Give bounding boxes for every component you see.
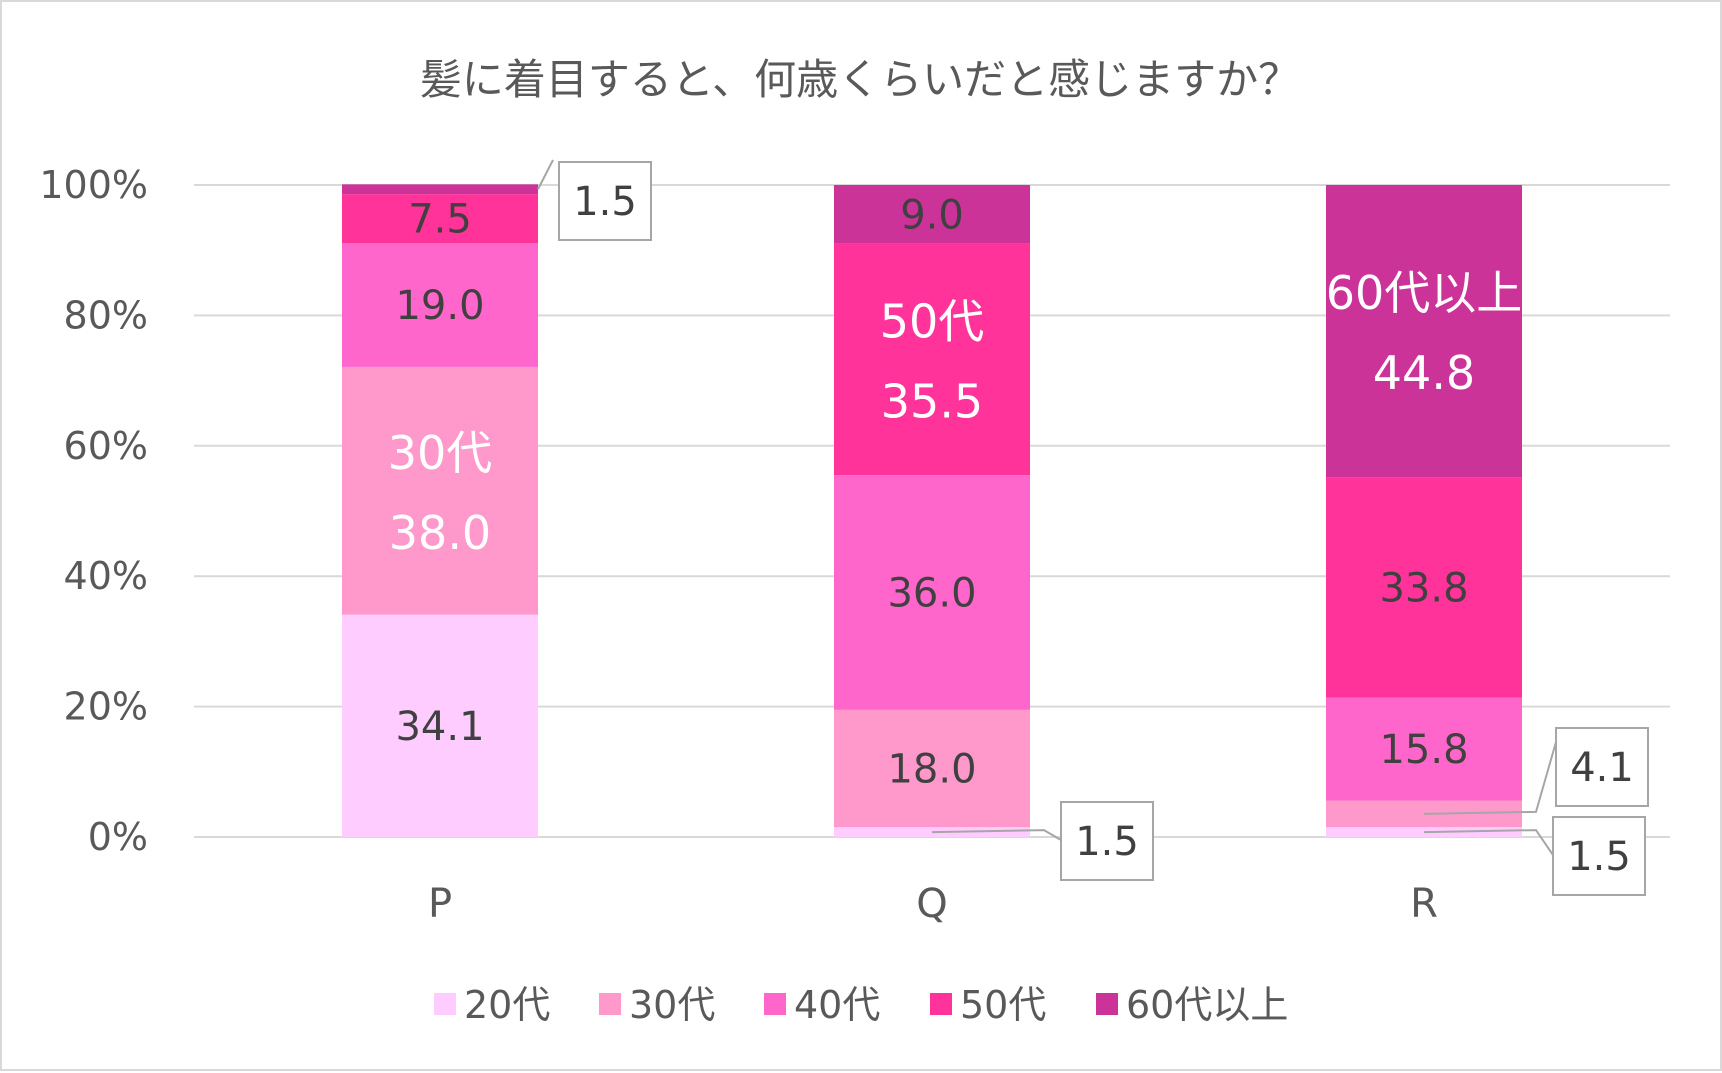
legend-swatch: [434, 993, 456, 1015]
data-label-P-series-4: 1.5: [573, 179, 637, 225]
legend-label: 40代: [794, 983, 880, 1027]
x-tick-label: Q: [916, 881, 947, 927]
bar-P-series-1: [342, 366, 538, 615]
series-name-label-P: 30代: [388, 426, 493, 480]
bar-R-series-2: [1326, 697, 1522, 801]
y-tick-label: 20%: [64, 685, 148, 729]
data-label-P-series-3: 7.5: [408, 197, 472, 243]
legend-label: 60代以上: [1126, 983, 1288, 1027]
x-tick-label: R: [1410, 881, 1438, 927]
data-label-P-series-2: 19.0: [395, 283, 484, 329]
callout-leader-line: [1423, 829, 1554, 856]
x-tick-label: P: [428, 881, 452, 927]
y-tick-label: 60%: [64, 424, 148, 468]
data-label-R-series-2: 15.8: [1379, 727, 1468, 773]
callout-leader-line: [1423, 741, 1557, 815]
x-axis-tick-labels: P Q R: [428, 881, 1438, 927]
callout-leader-line: [931, 829, 1062, 841]
bar-P-series-2: [342, 243, 538, 367]
y-tick-label: 40%: [64, 554, 148, 598]
data-labels: 34.1 30代 38.0 19.0 7.5 1.5 1.5 18.0 36.0 50代 35.5 9…: [388, 159, 1649, 896]
data-label-Q-series-2: 36.0: [887, 571, 976, 617]
data-label-R-series-0: 1.5: [1567, 834, 1631, 880]
legend-label: 20代: [464, 983, 550, 1027]
bars: [342, 184, 1522, 837]
legend-item: 40代: [764, 983, 880, 1027]
legend-item: 20代: [434, 983, 550, 1027]
series-name-label-R: 60代以上: [1326, 266, 1523, 320]
bar-P-series-3: [342, 194, 538, 244]
bar-Q-series-4: [834, 185, 1030, 244]
data-label-R-series-1: 4.1: [1570, 745, 1634, 791]
bar-Q-series-3: [834, 243, 1030, 476]
callout-box: [1555, 727, 1649, 807]
data-label-P-series-0: 34.1: [395, 704, 484, 750]
legend-item: 50代: [930, 983, 1046, 1027]
series-name-label-Q: 50代: [880, 294, 985, 348]
bar-R-series-3: [1326, 477, 1522, 698]
y-axis-tick-labels: 0% 20% 40% 60% 80% 100%: [39, 163, 148, 859]
bar-R-series-4: [1326, 185, 1522, 478]
data-label-R-series-3: 33.8: [1379, 565, 1468, 611]
legend: 20代 30代 40代 50代 60代以上: [434, 983, 1288, 1027]
legend-swatch: [930, 993, 952, 1015]
y-tick-label: 80%: [64, 293, 148, 337]
bar-P-series-0: [342, 614, 538, 837]
callout-box: [1060, 801, 1154, 881]
legend-item: 30代: [599, 983, 715, 1027]
legend-label: 30代: [629, 983, 715, 1027]
data-label-Q-series-1: 18.0: [887, 747, 976, 793]
bar-Q-series-1: [834, 709, 1030, 828]
legend-label: 50代: [960, 983, 1046, 1027]
y-tick-label: 100%: [39, 163, 148, 207]
data-label-Q-series-3: 35.5: [881, 374, 983, 428]
legend-item: 60代以上: [1096, 983, 1288, 1027]
data-label-P-series-1: 38.0: [389, 506, 491, 560]
legend-swatch: [599, 993, 621, 1015]
legend-swatch: [1096, 993, 1118, 1015]
bar-Q-series-2: [834, 475, 1030, 710]
data-label-R-series-4: 44.8: [1373, 346, 1475, 400]
bar-P-series-4: [342, 184, 538, 195]
callout-leader-line: [537, 159, 554, 190]
chart-title: 髪に着目すると、何歳くらいだと感じますか？: [420, 55, 1300, 104]
callout-box: [1552, 816, 1646, 896]
data-label-Q-series-0: 1.5: [1075, 819, 1139, 865]
data-label-Q-series-4: 9.0: [900, 192, 964, 238]
legend-swatch: [764, 993, 786, 1015]
callout-box: [558, 161, 652, 241]
y-tick-label: 0%: [88, 815, 148, 859]
